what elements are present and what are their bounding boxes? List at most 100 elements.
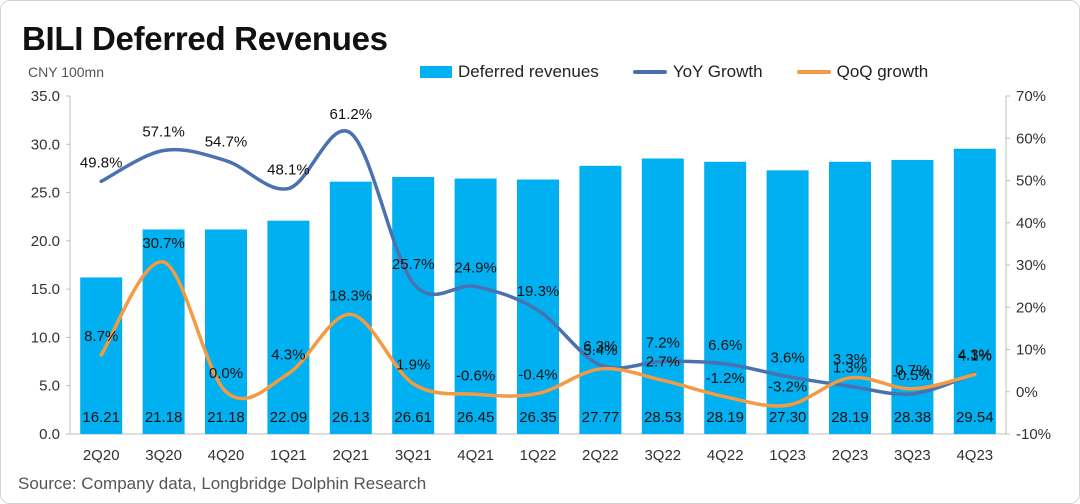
legend-swatch-bar — [420, 66, 452, 78]
bar-data-label: 28.53 — [644, 409, 682, 426]
x-tick-label: 2Q21 — [332, 447, 369, 464]
yoy-data-label: 7.2% — [646, 334, 680, 351]
y-right-tick-label: -10% — [1016, 426, 1051, 443]
bar — [704, 161, 747, 434]
qoq-data-label: -3.2% — [768, 378, 807, 395]
yoy-data-label: 3.6% — [770, 350, 804, 367]
x-tick-label: 3Q21 — [395, 447, 432, 464]
yoy-data-label: 6.6% — [708, 337, 742, 354]
bar — [641, 158, 684, 434]
yoy-data-label: 48.1% — [267, 162, 310, 179]
bar-data-label: 28.38 — [894, 409, 932, 426]
yoy-data-label: 1.3% — [833, 359, 867, 376]
qoq-data-label: -1.2% — [706, 370, 745, 387]
source-note: Source: Company data, Longbridge Dolphin… — [18, 474, 427, 493]
bar — [766, 170, 809, 435]
bar — [829, 161, 871, 434]
qoq-data-label: 3.3% — [833, 351, 867, 368]
qoq-data-label: 5.4% — [583, 342, 617, 359]
x-tick-label: 1Q21 — [270, 447, 307, 464]
y-right-tick-label: 10% — [1016, 342, 1046, 359]
yoy-data-label: 57.1% — [142, 124, 185, 141]
x-tick-label: 3Q22 — [644, 447, 681, 464]
x-tick-label: 3Q23 — [894, 447, 931, 464]
chart-title: BILI Deferred Revenues — [22, 20, 388, 57]
bar — [953, 148, 996, 434]
bar-data-label: 27.30 — [769, 409, 807, 426]
qoq-data-label: 8.7% — [84, 328, 118, 345]
qoq-data-label: 4.1% — [958, 347, 992, 364]
yoy-data-label: 6.3% — [583, 338, 617, 355]
legend-swatch-qoq — [796, 70, 831, 74]
y-left-tick-label: 35.0 — [31, 88, 60, 105]
bar-data-label: 27.77 — [582, 409, 620, 426]
x-tick-label: 4Q21 — [457, 447, 494, 464]
qoq-growth-line — [99, 260, 977, 408]
x-tick-label: 2Q20 — [83, 447, 120, 464]
bar-data-label: 28.19 — [831, 409, 869, 426]
x-tick-label: 4Q23 — [956, 447, 993, 464]
y-left-tick-label: 25.0 — [31, 185, 60, 202]
qoq-data-label: -0.4% — [518, 366, 557, 383]
bar-data-label: 26.35 — [519, 409, 557, 426]
yoy-data-label: 19.3% — [517, 283, 560, 300]
bar — [205, 229, 247, 434]
bar — [579, 165, 622, 434]
legend-label-deferred: Deferred revenues — [458, 62, 599, 81]
y-left-tick-label: 0.0 — [39, 426, 60, 443]
qoq-data-label: 4.3% — [271, 347, 305, 364]
bar-data-label: 16.21 — [82, 409, 120, 426]
legend-item-qoq: QoQ growth — [796, 62, 929, 82]
yoy-data-label: 4.3% — [958, 347, 992, 364]
yoy-data-label: 25.7% — [392, 256, 435, 273]
x-tick-label: 1Q22 — [520, 447, 557, 464]
qoq-data-label: 1.9% — [396, 357, 430, 374]
bar — [454, 178, 497, 434]
bar — [329, 181, 372, 434]
x-tick-label: 2Q23 — [832, 447, 869, 464]
yoy-data-label: 24.9% — [454, 260, 497, 277]
legend-label-qoq: QoQ growth — [836, 62, 929, 81]
bar-data-label: 22.09 — [270, 409, 308, 426]
y-right-tick-label: 20% — [1016, 299, 1046, 316]
y-right-tick-label: 50% — [1016, 173, 1046, 190]
bar — [267, 220, 310, 434]
bar-data-label: 26.61 — [394, 409, 432, 426]
bar-data-label: 29.54 — [956, 409, 994, 426]
qoq-data-label: -0.6% — [456, 367, 495, 384]
y-left-tick-label: 15.0 — [31, 281, 60, 298]
qoq-data-label: 0.7% — [895, 362, 929, 379]
x-tick-label: 1Q23 — [769, 447, 806, 464]
y-right-tick-label: 70% — [1016, 88, 1046, 105]
yoy-growth-line — [99, 129, 977, 397]
legend-label-yoy: YoY Growth — [672, 62, 763, 81]
legend: Deferred revenues YoY Growth QoQ growth — [420, 62, 962, 82]
yoy-data-label: 61.2% — [330, 106, 373, 123]
legend-item-deferred: Deferred revenues — [420, 62, 599, 82]
y-left-tick-label: 10.0 — [31, 329, 60, 346]
x-tick-label: 2Q22 — [582, 447, 619, 464]
y-left-tick-label: 5.0 — [39, 378, 60, 395]
yoy-data-label: 54.7% — [205, 134, 248, 151]
y-right-tick-label: 60% — [1016, 130, 1046, 147]
x-tick-label: 4Q20 — [208, 447, 245, 464]
unit-label: CNY 100mn — [28, 64, 105, 80]
y-right-tick-label: 30% — [1016, 257, 1046, 274]
y-right-tick-label: 40% — [1016, 215, 1046, 232]
yoy-data-label: 49.8% — [80, 154, 123, 171]
yoy-data-label: -0.5% — [893, 367, 932, 384]
qoq-data-label: 2.7% — [646, 353, 680, 370]
qoq-data-label: 0.0% — [209, 365, 243, 382]
bar-data-label: 21.18 — [145, 409, 183, 426]
qoq-data-label: 18.3% — [330, 287, 373, 304]
y-right-tick-label: 0% — [1016, 384, 1038, 401]
bar-data-label: 28.19 — [706, 409, 744, 426]
x-tick-label: 4Q22 — [707, 447, 744, 464]
bar — [142, 229, 185, 434]
y-left-tick-label: 30.0 — [31, 136, 60, 153]
bar — [392, 177, 435, 434]
bar-data-label: 26.45 — [457, 409, 495, 426]
legend-swatch-yoy — [632, 70, 667, 74]
qoq-data-label: 30.7% — [142, 235, 185, 252]
